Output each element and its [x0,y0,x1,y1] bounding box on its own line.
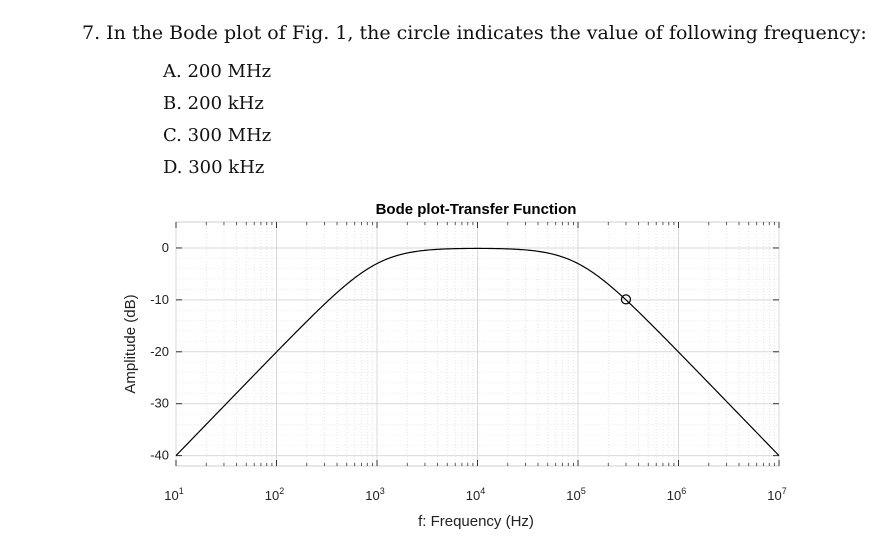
bode-plot-chart: Bode plot-Transfer Function 101 102 103 104… [122,201,787,530]
ticks-layer [175,222,780,466]
curve-layer [175,247,780,457]
option-d[interactable]: D. 300 kHz [163,157,265,178]
x-tick-label: 102 [265,486,284,503]
option-c[interactable]: C. 300 MHz [163,125,272,146]
magnitude-curve [175,247,780,457]
bode-plot-figure: Bode plot-Transfer Function 101 102 103 104… [0,190,869,545]
x-tick-label: 104 [466,486,485,503]
answer-options: A. 200 MHz B. 200 kHz C. 300 MHz D. 300 … [163,56,271,184]
y-tick-label: -10 [150,292,169,307]
x-tick-label: 105 [566,486,585,503]
circle-marker [620,294,632,305]
tick-labels: 101 102 103 104 105 106 107 0 -10 -20 -30 -40 [150,240,787,503]
y-tick-label: -30 [150,396,169,411]
y-tick-label: 0 [162,240,169,255]
x-tick-label: 103 [365,486,384,503]
option-b[interactable]: B. 200 kHz [163,93,264,114]
x-tick-label: 106 [667,486,686,503]
option-a[interactable]: A. 200 MHz [163,61,272,82]
x-axis-label: f: Frequency (Hz) [418,513,534,530]
question-text: 7. In the Bode plot of Fig. 1, the circl… [82,22,867,44]
y-axis-label: Amplitude (dB) [122,294,139,393]
y-tick-label: -20 [150,344,169,359]
chart-title: Bode plot-Transfer Function [376,201,577,218]
x-tick-label: 107 [767,486,786,503]
x-tick-label: 101 [164,486,183,503]
y-tick-label: -40 [150,448,169,463]
